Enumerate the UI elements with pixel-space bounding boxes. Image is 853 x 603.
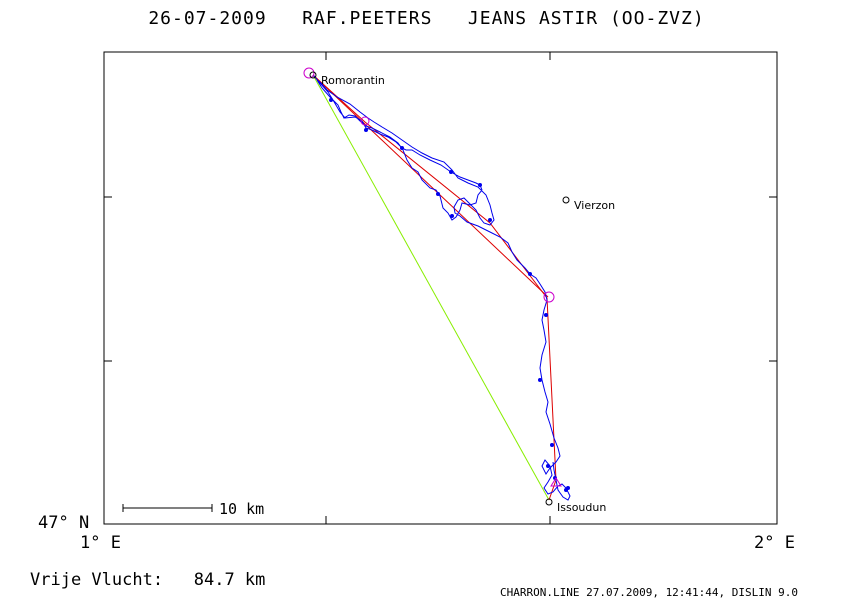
place-marker-vierzon bbox=[562, 196, 570, 204]
place-markers bbox=[309, 71, 570, 506]
free-flight-distance: Vrije Vlucht: 84.7 km bbox=[30, 570, 266, 590]
footer-info: CHARRON.LINE 27.07.2009, 12:41:44, DISLI… bbox=[500, 586, 799, 599]
place-label-issoudun: Issoudun bbox=[557, 501, 607, 514]
turnpoint-markers bbox=[303, 67, 562, 487]
map-title: 26-07-2009 RAF.PEETERS JEANS ASTIR (OO-Z… bbox=[148, 8, 705, 29]
place-label-vierzon: Vierzon bbox=[574, 199, 616, 212]
axis-ticks bbox=[104, 52, 777, 524]
task-line-2 bbox=[312, 74, 549, 298]
place-marker-romorantin bbox=[309, 71, 317, 79]
latitude-label: 47° N bbox=[38, 513, 90, 533]
longitude-left-label: 1° E bbox=[80, 533, 121, 553]
scale-bar-label: 10 km bbox=[219, 500, 265, 518]
turnpoint-2 bbox=[360, 116, 370, 126]
place-label-romorantin: Romorantin bbox=[321, 74, 385, 87]
place-marker-issoudun bbox=[545, 498, 553, 506]
task-line bbox=[312, 74, 557, 501]
longitude-right-label: 2° E bbox=[754, 533, 795, 553]
flight-track bbox=[312, 74, 571, 501]
map-frame bbox=[103, 51, 778, 525]
track-dots bbox=[329, 98, 570, 492]
turnpoint-start bbox=[303, 67, 315, 79]
scale-bar bbox=[122, 504, 213, 512]
turnpoint-finish bbox=[550, 477, 562, 487]
turnpoint-3 bbox=[543, 291, 555, 303]
free-flight-line bbox=[312, 74, 550, 501]
